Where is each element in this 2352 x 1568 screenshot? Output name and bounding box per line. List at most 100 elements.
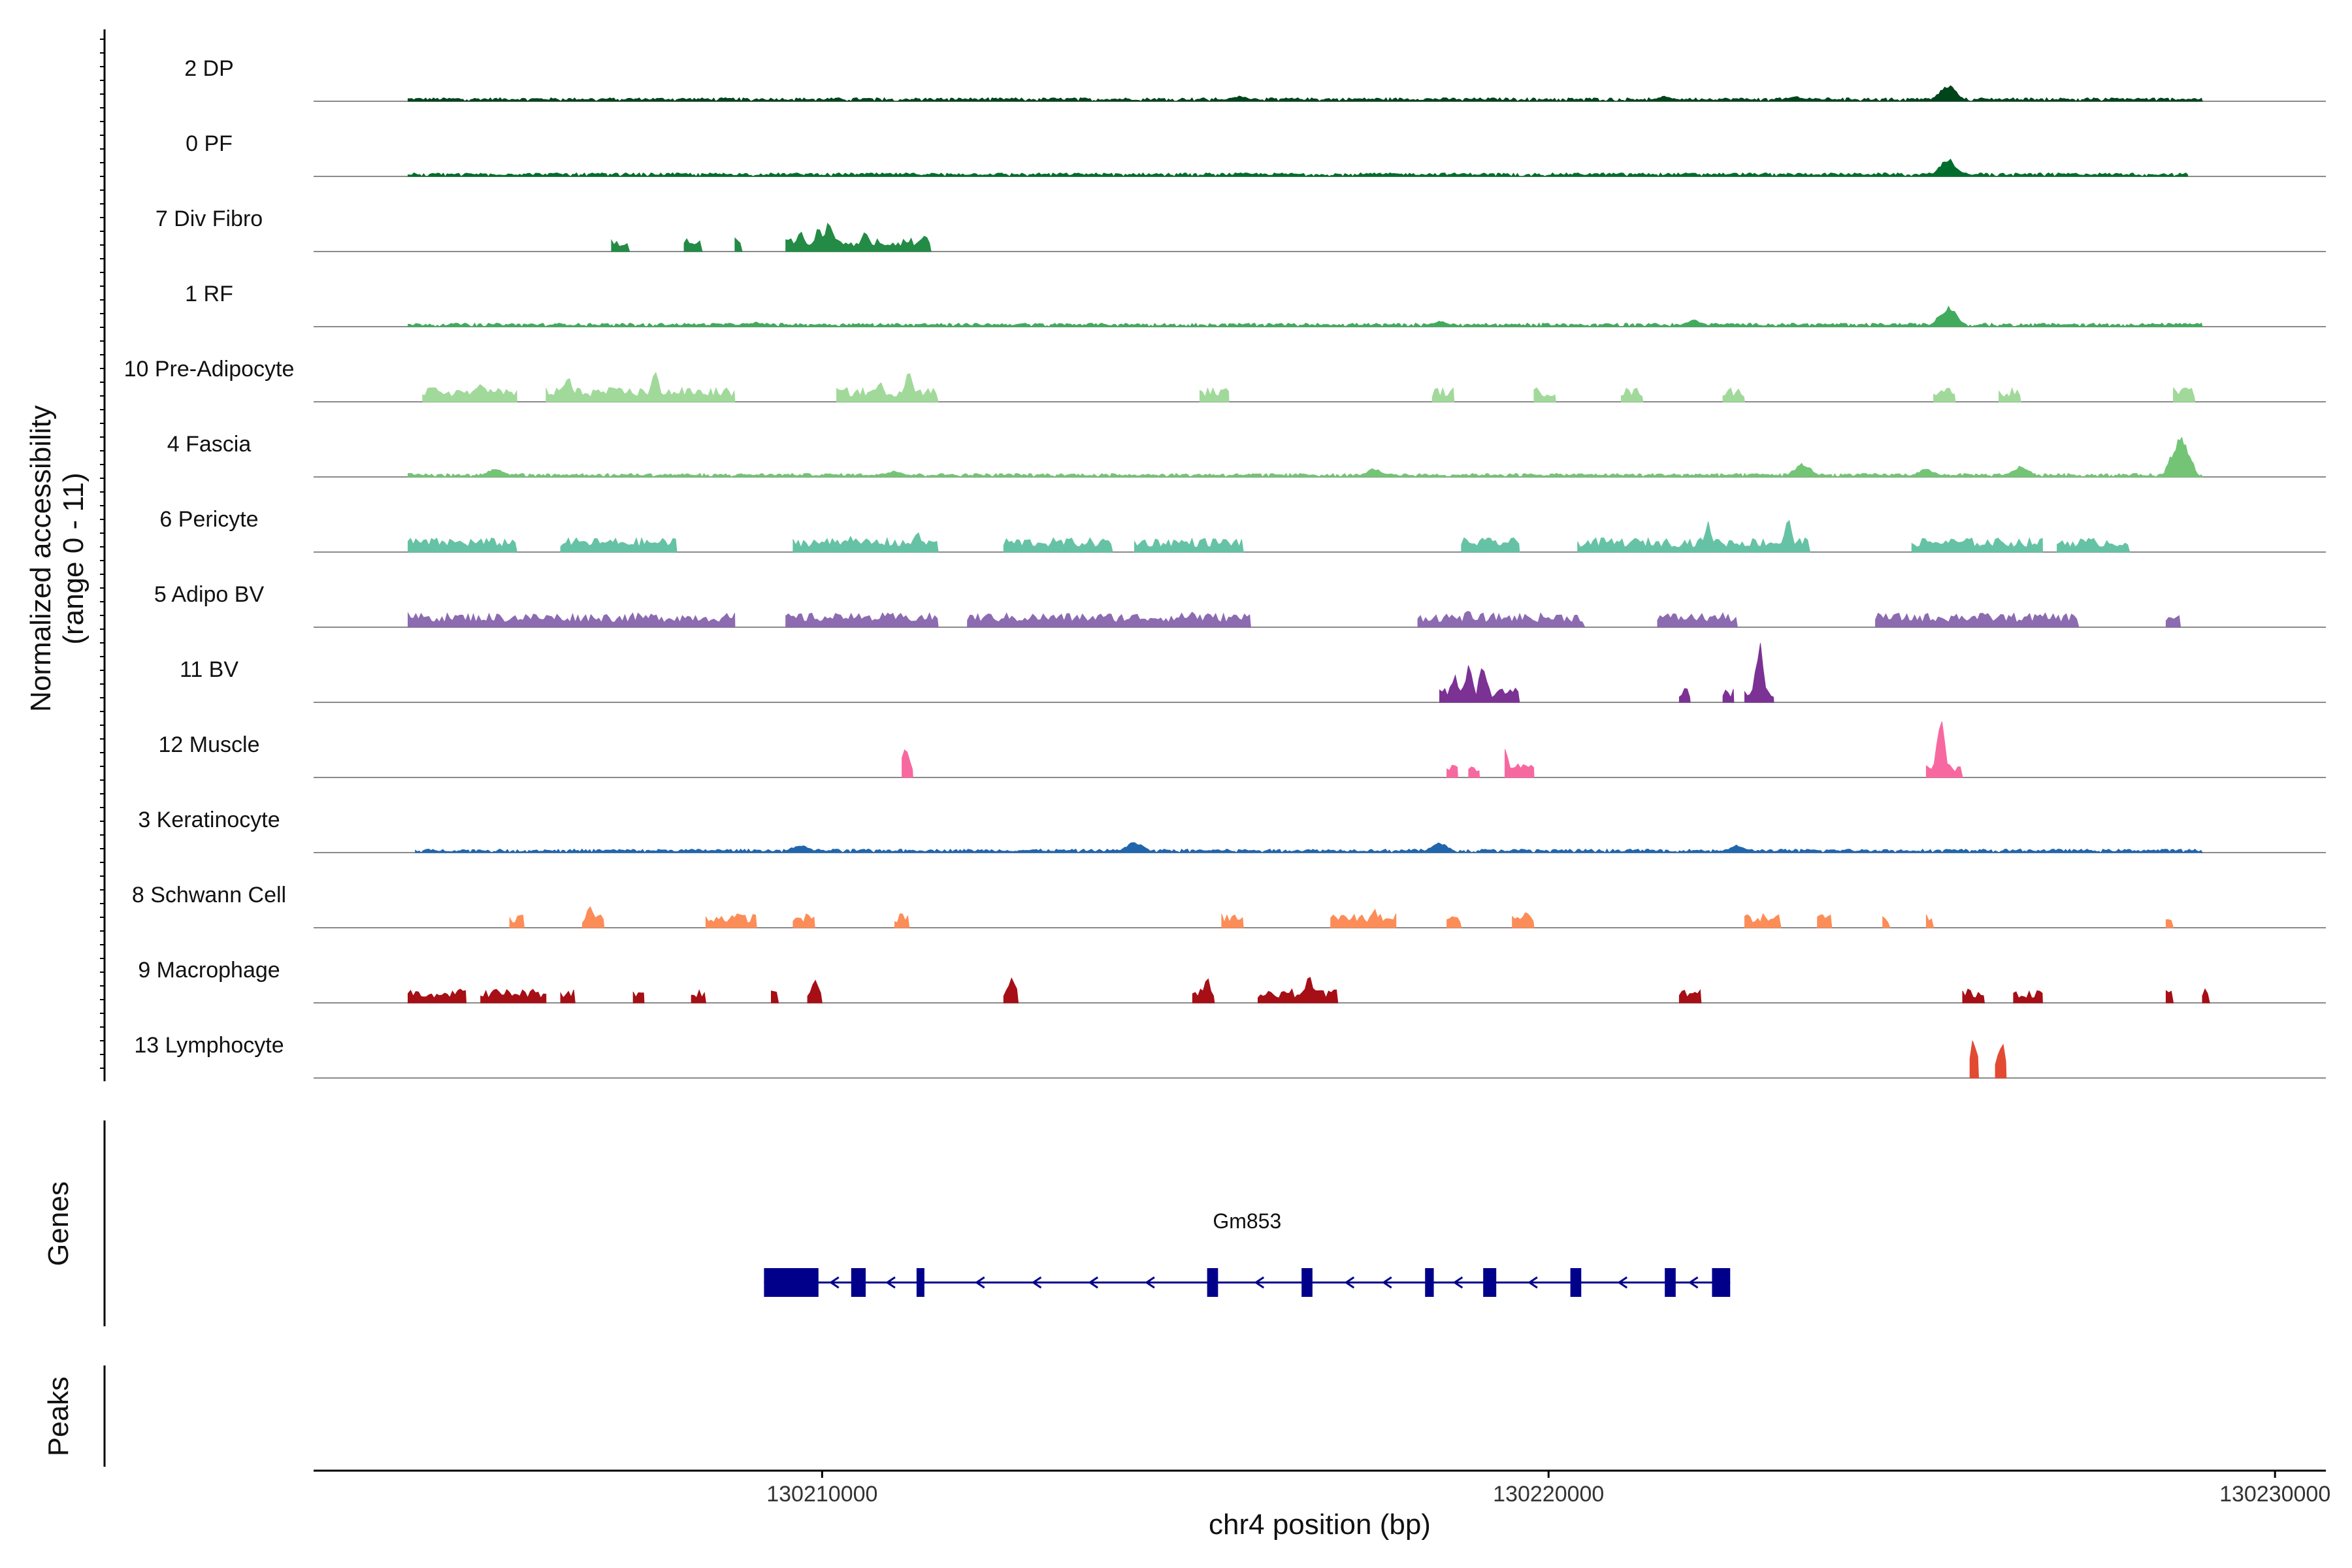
- coverage-area: [2165, 990, 2174, 1004]
- coverage-area: [894, 913, 910, 928]
- track-label: 3 Keratinocyte: [138, 808, 280, 832]
- coverage-area: [422, 384, 517, 402]
- coverage-area: [1678, 988, 1702, 1004]
- coverage-area: [611, 238, 630, 252]
- coverage-area: [408, 988, 467, 1004]
- track-11-bv: 11 BV: [180, 643, 2326, 703]
- coverage-area: [2202, 988, 2210, 1004]
- coverage-area: [2013, 990, 2043, 1004]
- gene-track: Gm853: [764, 1209, 1731, 1297]
- gene-exon: [1712, 1268, 1731, 1297]
- coverage-area: [1134, 537, 1244, 553]
- coverage-area: [1962, 988, 1985, 1004]
- coverage-area: [1933, 387, 1956, 402]
- coverage-area: [1505, 749, 1535, 778]
- coverage-area: [509, 914, 525, 928]
- y-axis-range-label: (range 0 - 11): [57, 472, 90, 644]
- coverage-area: [408, 612, 736, 628]
- coverage-area: [807, 979, 823, 1004]
- gene-strand-arrow: [1145, 1276, 1155, 1289]
- track-13-lymphocyte: 13 Lymphocyte: [134, 1033, 2326, 1079]
- coverage-area: [1446, 916, 1462, 928]
- coverage-area: [1678, 688, 1691, 703]
- coverage-area: [2165, 919, 2174, 928]
- gene-strand-arrow: [1088, 1276, 1099, 1289]
- coverage-area: [1722, 689, 1735, 703]
- coverage-area: [1744, 643, 1774, 703]
- coverage-area: [1330, 908, 1397, 928]
- coverage-area: [1258, 977, 1339, 1004]
- coverage-area: [408, 158, 2189, 178]
- track-label: 1 RF: [185, 282, 233, 306]
- track-4-fascia: 4 Fascia: [167, 432, 2326, 478]
- gene-exon: [1425, 1268, 1434, 1297]
- x-axis-ticks: 130210000 130220000 130230000: [766, 1471, 2330, 1507]
- x-tick-label: 130220000: [1493, 1482, 1604, 1507]
- track-2-dp: 2 DP: [184, 56, 2326, 103]
- coverage-area: [1620, 387, 1644, 402]
- track-label: 8 Schwann Cell: [132, 883, 286, 907]
- gene-strand-arrow: [975, 1276, 985, 1289]
- gene-strand-arrow: [1527, 1276, 1538, 1289]
- coverage-area: [408, 305, 2203, 328]
- coverage-area: [967, 612, 1251, 628]
- coverage-area: [1925, 914, 1935, 928]
- coverage-area: [792, 532, 939, 553]
- track-1-rf: 1 RF: [185, 282, 2326, 328]
- track-label: 2 DP: [184, 56, 234, 81]
- gene-exon: [1301, 1268, 1313, 1297]
- track-label: 7 Div Fibro: [155, 206, 263, 231]
- coverage-area: [408, 537, 517, 553]
- peaks-panel-label: Peaks: [42, 1377, 74, 1456]
- coverage-area: [1200, 387, 1230, 402]
- coverage-area: [792, 913, 815, 928]
- coverage-area: [771, 990, 779, 1004]
- track-label: 6 Pericyte: [159, 507, 258, 532]
- coverage-area: [1003, 537, 1113, 553]
- coverage-area: [1882, 916, 1891, 928]
- coverage-area: [2173, 387, 2196, 402]
- coverage-area: [1657, 612, 1738, 628]
- coverage-area: [705, 913, 757, 928]
- coverage-tracks: 2 DP 0 PF 7 Div Fibro 1 RF 10 Pre-Adipocyte 4…: [124, 56, 2326, 1079]
- track-7-div-fibro: 7 Div Fibro: [155, 206, 2326, 252]
- track-label: 4 Fascia: [167, 432, 252, 457]
- coverage-area: [1999, 387, 2021, 402]
- coverage-area: [1925, 721, 1963, 778]
- x-tick-label: 130230000: [2219, 1482, 2330, 1507]
- gene-exon: [1483, 1268, 1497, 1297]
- track-label: 13 Lymphocyte: [134, 1033, 284, 1058]
- track-0-pf: 0 PF: [186, 131, 2326, 178]
- coverage-area: [1817, 914, 1833, 928]
- track-label: 9 Macrophage: [138, 958, 280, 983]
- coverage-area: [1995, 1043, 2007, 1079]
- track-label: 11 BV: [180, 657, 238, 682]
- gene-strand-arrow: [1254, 1276, 1265, 1289]
- coverage-area: [546, 372, 736, 402]
- coverage-area: [560, 536, 678, 553]
- coverage-area: [734, 237, 743, 252]
- track-12-muscle: 12 Muscle: [159, 721, 2326, 778]
- track-label: 5 Adipo BV: [154, 582, 265, 607]
- coverage-area: [1221, 913, 1244, 928]
- gene-strand-arrow: [1617, 1276, 1628, 1289]
- coverage-area: [836, 373, 939, 402]
- x-tick-label: 130210000: [766, 1482, 877, 1507]
- track-label: 0 PF: [186, 131, 233, 156]
- gene-exon: [764, 1268, 819, 1297]
- coverage-area: [1744, 913, 1782, 928]
- gene-strand-arrow: [1452, 1276, 1463, 1289]
- gene-strand-arrow: [829, 1276, 840, 1289]
- coverage-area: [415, 842, 2203, 853]
- coverage-area: [785, 222, 932, 252]
- gene-exon: [1665, 1268, 1676, 1297]
- gene-strand-arrow: [1031, 1276, 1042, 1289]
- coverage-y-axis-ticks: [100, 39, 105, 1069]
- x-axis-title: chr4 position (bp): [1209, 1509, 1431, 1541]
- gene-strand-arrow: [1688, 1276, 1699, 1289]
- coverage-area: [1003, 977, 1019, 1004]
- coverage-area: [1577, 519, 1811, 553]
- coverage-area: [408, 436, 2203, 478]
- gene-name-label: Gm853: [1213, 1209, 1281, 1233]
- gene-exon: [851, 1268, 866, 1297]
